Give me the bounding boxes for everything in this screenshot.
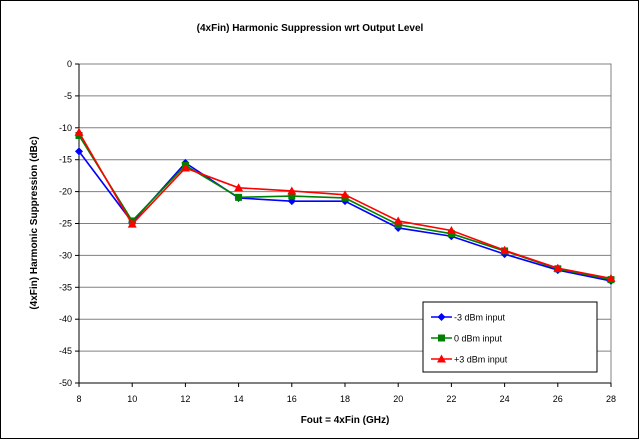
legend-marker (437, 313, 446, 321)
y-tick-label: -15 (59, 155, 72, 165)
data-point (394, 221, 402, 229)
x-axis-ticks: 8 10 12 14 16 18 20 22 24 26 28 (76, 383, 616, 404)
legend-item: +3 dBm input (431, 354, 508, 365)
data-point (235, 193, 243, 201)
legend-marker (438, 334, 445, 342)
y-tick-label: -35 (59, 282, 72, 292)
data-point (287, 186, 297, 195)
data-point (75, 147, 83, 156)
y-tick-label: -25 (59, 219, 72, 229)
data-point (606, 273, 616, 282)
x-tick-label: 8 (76, 394, 81, 404)
legend-label: +3 dBm input (454, 355, 508, 365)
legend-label: 0 dBm input (454, 334, 503, 344)
y-axis-ticks: 0 -5 -10 -15 -20 -25 -30 -35 -40 -45 -50 (59, 59, 79, 388)
legend-item: -3 dBm input (431, 313, 506, 323)
x-tick-label: 18 (340, 394, 350, 404)
x-tick-label: 16 (287, 394, 297, 404)
gridlines (79, 63, 611, 352)
data-point (393, 216, 403, 225)
data-point (74, 127, 84, 136)
data-point (553, 263, 563, 272)
y-tick-label: -50 (59, 378, 72, 388)
data-point (340, 190, 350, 199)
x-tick-label: 14 (234, 394, 244, 404)
y-tick-label: 0 (67, 59, 72, 69)
data-point (288, 192, 296, 200)
x-tick-label: 12 (180, 394, 190, 404)
legend: -3 dBm input 0 dBm input +3 dBm input (422, 301, 598, 373)
data-point (234, 183, 244, 192)
y-tick-label: -10 (59, 123, 72, 133)
legend-item: 0 dBm input (431, 334, 503, 344)
series-layer (74, 127, 616, 285)
legend-box (422, 301, 598, 373)
x-axis-label: Fout = 4xFin (GHz) (301, 415, 390, 426)
series-3-dbm-input (74, 127, 616, 282)
y-axis-label: (4xFin) Harmonic Suppression (dBc) (29, 136, 40, 309)
x-tick-label: 24 (500, 394, 510, 404)
data-point (446, 226, 456, 235)
x-tick-label: 26 (553, 394, 563, 404)
y-tick-label: -30 (59, 250, 72, 260)
x-tick-label: 22 (446, 394, 456, 404)
chart-title: (4xFin) Harmonic Suppression wrt Output … (197, 23, 424, 34)
y-tick-label: -45 (59, 346, 72, 356)
data-point (180, 163, 190, 172)
data-point (127, 219, 137, 228)
y-tick-label: -40 (59, 314, 72, 324)
x-tick-label: 10 (127, 394, 137, 404)
legend-label: -3 dBm input (454, 313, 506, 323)
y-tick-label: -20 (59, 187, 72, 197)
legend-marker (437, 354, 446, 363)
x-tick-label: 20 (393, 394, 403, 404)
x-tick-label: 28 (606, 394, 616, 404)
data-point (500, 245, 510, 254)
y-tick-label: -5 (64, 91, 72, 101)
